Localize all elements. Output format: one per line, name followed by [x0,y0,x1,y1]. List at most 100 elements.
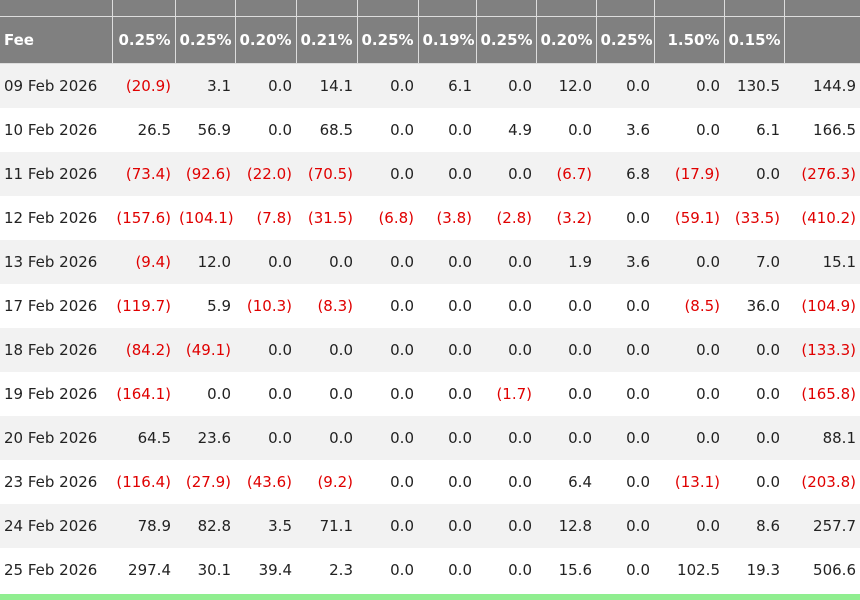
ticker-header: BTCO [357,0,419,17]
flow-cell: 0.0 [448,297,472,315]
flow-cell: 6.4 [568,473,592,491]
date-cell: 17 Feb 2026 [4,297,98,315]
ticker-header: BTC [724,0,785,17]
flow-cell: (116.4) [116,473,171,491]
ticker-header: BRRR [476,0,537,17]
flow-cell: 0.0 [418,416,476,460]
flow-cell: 0.0 [596,504,654,548]
fee-cell: 0.25% [357,16,419,64]
flow-cell: 0.0 [696,385,720,403]
flow-cell: (9.2) [317,473,353,491]
table-row: 12 Feb 2026 (157.6) (104.1) (7.8) (31.5) (6.8… [0,196,860,240]
flow-cell: (92.6) [175,152,235,196]
table-row: 19 Feb 2026 (164.1) 0.0 0.0 0.0 0.0 0.0 (1.7) 0.… [0,372,860,416]
fee-label: Fee [0,16,113,64]
date-cell: 23 Feb 2026 [4,473,98,491]
ticker-header: BTCW [596,0,655,17]
flow-cell: 8.6 [724,504,784,548]
flow-cell: 0.0 [448,561,472,579]
flow-cell: 102.5 [677,561,720,579]
flow-cell: 12.0 [175,240,235,284]
total-cell: (165.8) [801,385,856,403]
flow-cell: 4.9 [508,121,532,139]
ticker-header: IBIT [112,0,176,17]
fee-cell [784,16,860,64]
date-cell: 19 Feb 2026 [4,385,98,403]
flow-cell: 0.0 [508,473,532,491]
flow-cell: 5.9 [207,297,231,315]
flow-cell: 0.0 [390,297,414,315]
total-row-top-border [0,594,860,600]
flow-cell: 0.0 [654,328,724,372]
flow-cell: 0.0 [235,416,296,460]
flow-cell: 23.6 [175,416,235,460]
date-cell: 20 Feb 2026 [0,416,112,460]
flow-cell: 0.0 [476,416,536,460]
flow-cell: 3.6 [596,240,654,284]
date-cell: 13 Feb 2026 [0,240,112,284]
ticker-header [784,0,860,17]
flow-cell: 12.8 [536,504,596,548]
table-row: 09 Feb 2026 (20.9) 3.1 0.0 14.1 0.0 6.1 0.0 12.0… [0,63,860,108]
flow-cell: (6.7) [536,152,596,196]
flow-cell: 0.0 [476,328,536,372]
flow-cell: 0.0 [626,473,650,491]
table-row: 25 Feb 2026 297.4 30.1 39.4 2.3 0.0 0.0 0.0 15.6… [0,548,860,592]
flow-cell: 0.0 [418,504,476,548]
total-cell: 144.9 [784,63,860,108]
flow-cell: (7.8) [256,209,292,227]
flow-cell: 0.0 [357,63,418,108]
flow-cell: (31.5) [307,209,353,227]
flow-cell: 0.0 [296,416,357,460]
total-cell: (203.8) [801,473,856,491]
ticker-header: HODL [536,0,597,17]
flow-cell: (9.4) [112,240,175,284]
fee-cell: 0.19% [418,16,477,64]
flow-cell: 0.0 [724,152,784,196]
fee-cell: 0.15% [724,16,785,64]
flow-cell: (3.2) [556,209,592,227]
flow-cell: 56.9 [197,121,231,139]
flow-cell: 0.0 [626,209,650,227]
flow-cell: (33.5) [734,209,780,227]
flow-cell: (73.4) [112,152,175,196]
flow-cell: (27.9) [185,473,231,491]
flow-cell: 0.0 [654,416,724,460]
flow-cell: (157.6) [116,209,171,227]
flow-cell: (3.8) [436,209,472,227]
flow-cell: 0.0 [235,328,296,372]
flow-cell: (104.1) [179,209,234,227]
flow-cell: 0.0 [235,240,296,284]
flow-cell: 68.5 [319,121,353,139]
total-cell: 15.1 [784,240,860,284]
flow-cell: 0.0 [418,240,476,284]
flow-cell: 0.0 [756,385,780,403]
flow-cell: 7.0 [724,240,784,284]
flow-cell: 0.0 [596,416,654,460]
flow-cell: 1.9 [536,240,596,284]
flow-cell: 0.0 [235,63,296,108]
flow-cell: 0.0 [536,328,596,372]
flow-cell: (49.1) [175,328,235,372]
flow-cell: 6.8 [596,152,654,196]
flow-cell: 297.4 [128,561,171,579]
flow-cell: 0.0 [626,561,650,579]
ticker-header-row: IBITFBTCBITBARKBBTCOEZBCBRRRHODLBTCWGBTC… [0,0,860,17]
flow-cell: (6.8) [378,209,414,227]
ticker-header: EZBC [418,0,477,17]
flow-cell: 3.1 [175,63,235,108]
total-cell: 257.7 [784,504,860,548]
flow-cell: 0.0 [756,473,780,491]
table-row: 13 Feb 2026 (9.4) 12.0 0.0 0.0 0.0 0.0 0.0 1.9 3.… [0,240,860,284]
flow-cell: 2.3 [329,561,353,579]
flow-cell: 0.0 [476,63,536,108]
flow-cell: (84.2) [112,328,175,372]
fee-cell: 0.25% [476,16,537,64]
flow-cell: 6.1 [418,63,476,108]
flow-cell: (13.1) [674,473,720,491]
fee-cell: 0.20% [536,16,597,64]
flow-cell: (164.1) [116,385,171,403]
total-cell: 506.6 [813,561,856,579]
total-cell: 88.1 [784,416,860,460]
flow-cell: 3.5 [235,504,296,548]
